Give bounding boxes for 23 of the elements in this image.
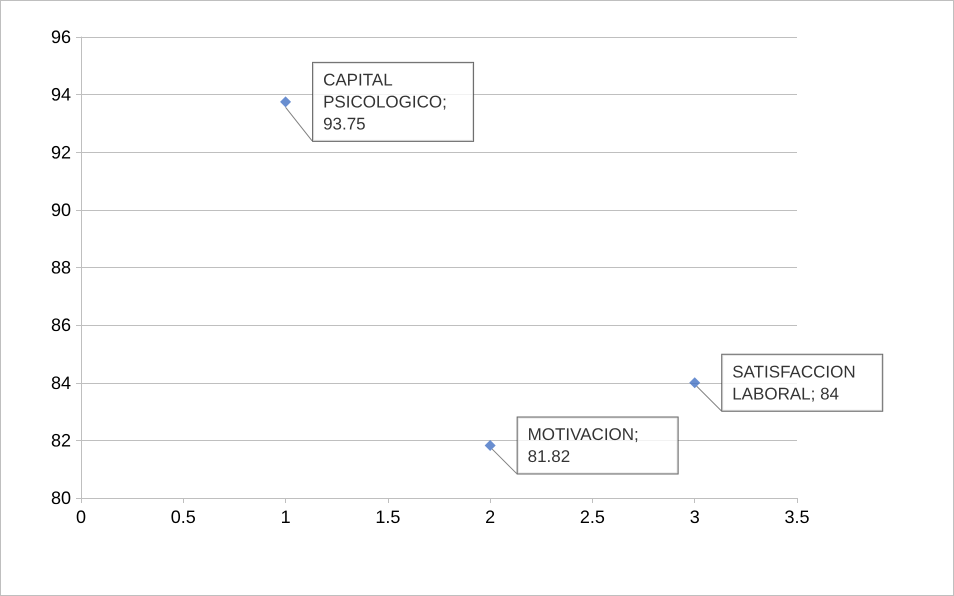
point <box>689 377 700 388</box>
x-tick-label: 0 <box>76 507 86 527</box>
x-tick-label: 3.5 <box>784 507 810 527</box>
y-tick-label: 92 <box>50 142 71 162</box>
x-tick-label: 2 <box>485 507 496 527</box>
y-tick-label: 82 <box>50 430 71 450</box>
y-tick-label: 96 <box>50 27 71 47</box>
point <box>484 440 496 452</box>
y-tick-label: 88 <box>50 258 71 278</box>
y-tick-label: 86 <box>50 315 71 336</box>
y-tick-label: 90 <box>50 200 71 220</box>
y-tick-label: 84 <box>50 372 71 393</box>
x-tick-label: 2.5 <box>580 507 605 527</box>
x-tick-label: 3 <box>690 507 700 527</box>
x-tick-label: 1.5 <box>375 507 400 527</box>
data-label: CAPITAL PSICOLOGICO; 93.75 <box>323 70 452 134</box>
y-tick-label: 80 <box>50 488 71 508</box>
data-label: SATISFACCION LABORAL; 84 <box>732 362 860 404</box>
data-label: MOTIVACION; 81.82 <box>528 425 644 466</box>
x-tick-label: 0.5 <box>170 507 196 527</box>
point <box>280 96 292 108</box>
x-tick-label: 1 <box>280 507 291 527</box>
y-tick-label: 94 <box>50 84 71 105</box>
